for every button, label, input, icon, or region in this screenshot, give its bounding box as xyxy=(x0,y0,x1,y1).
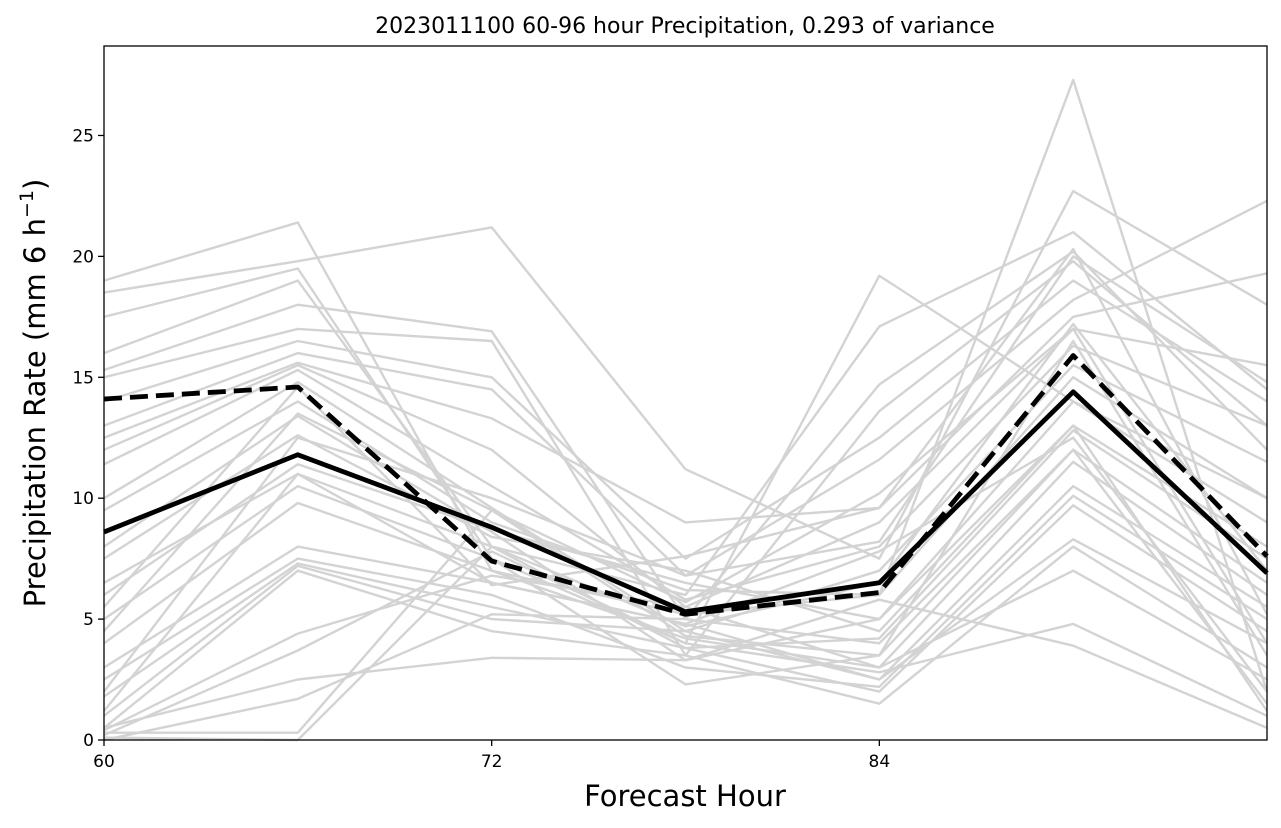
x-axis-ticks: 60 72 84 xyxy=(93,740,890,772)
dashed-series-line xyxy=(103,353,1269,617)
ensemble-member-line-6 xyxy=(103,260,1268,657)
ensemble-member-line-22 xyxy=(103,538,1268,717)
ensemble-member-line-23 xyxy=(103,545,1268,729)
y-tick-label-20: 20 xyxy=(72,247,94,267)
ensemble-member-line-34 xyxy=(103,424,1268,712)
y-axis-label: Precipitation Rate (mm 6 h−1) xyxy=(16,179,52,608)
ensemble-member-line-9 xyxy=(103,272,1268,524)
y-axis-label-superscript: −1 xyxy=(16,190,38,218)
ensemble-member-line-28 xyxy=(104,339,1269,734)
solid-series-line xyxy=(103,389,1269,615)
y-tick-label-10: 10 xyxy=(72,489,94,509)
ensemble-member-line-30 xyxy=(103,436,1268,712)
ensemble-member-line-7 xyxy=(103,279,1268,560)
ensemble-member-line-13 xyxy=(103,376,1268,597)
x-tick-label-72: 72 xyxy=(481,752,503,772)
ensemble-member-line-27 xyxy=(103,448,1268,742)
y-tick-label-0: 0 xyxy=(83,731,94,751)
ensemble-member-line-18 xyxy=(103,460,1268,669)
ensemble-member-line-14 xyxy=(103,400,1268,662)
y-tick-label-5: 5 xyxy=(83,610,94,630)
ensemble-member-line-2 xyxy=(103,189,1268,560)
ensemble-member-line-25 xyxy=(103,550,1268,737)
y-axis-label-suffix: ) xyxy=(18,179,52,190)
ensemble-member-line-29 xyxy=(103,322,1268,742)
y-axis-ticks: 0 5 10 15 20 25 xyxy=(72,126,104,751)
ensemble-member-lines xyxy=(103,78,1269,742)
y-tick-label-25: 25 xyxy=(72,126,94,146)
ensemble-member-line-20 xyxy=(103,494,1268,688)
x-tick-label-60: 60 xyxy=(93,752,115,772)
ensemble-member-line-24 xyxy=(103,569,1268,732)
plot-frame xyxy=(103,45,1268,741)
highlighted-series-lines xyxy=(103,353,1269,617)
ensemble-member-line-32 xyxy=(103,327,1269,644)
y-tick-label-15: 15 xyxy=(72,368,94,388)
x-axis-label: Forecast Hour xyxy=(584,779,786,813)
y-axis-label-main: Precipitation Rate (mm 6 h xyxy=(18,218,52,607)
ensemble-member-line-26 xyxy=(103,598,1268,730)
ensemble-member-line-31 xyxy=(103,255,1268,693)
ensemble-member-line-21 xyxy=(103,504,1268,698)
chart-title: 2023011100 60-96 hour Precipitation, 0.2… xyxy=(375,14,995,39)
ensemble-member-line-11 xyxy=(103,344,1268,601)
x-tick-label-84: 84 xyxy=(869,752,891,772)
ensemble-member-line-4 xyxy=(103,230,1268,597)
